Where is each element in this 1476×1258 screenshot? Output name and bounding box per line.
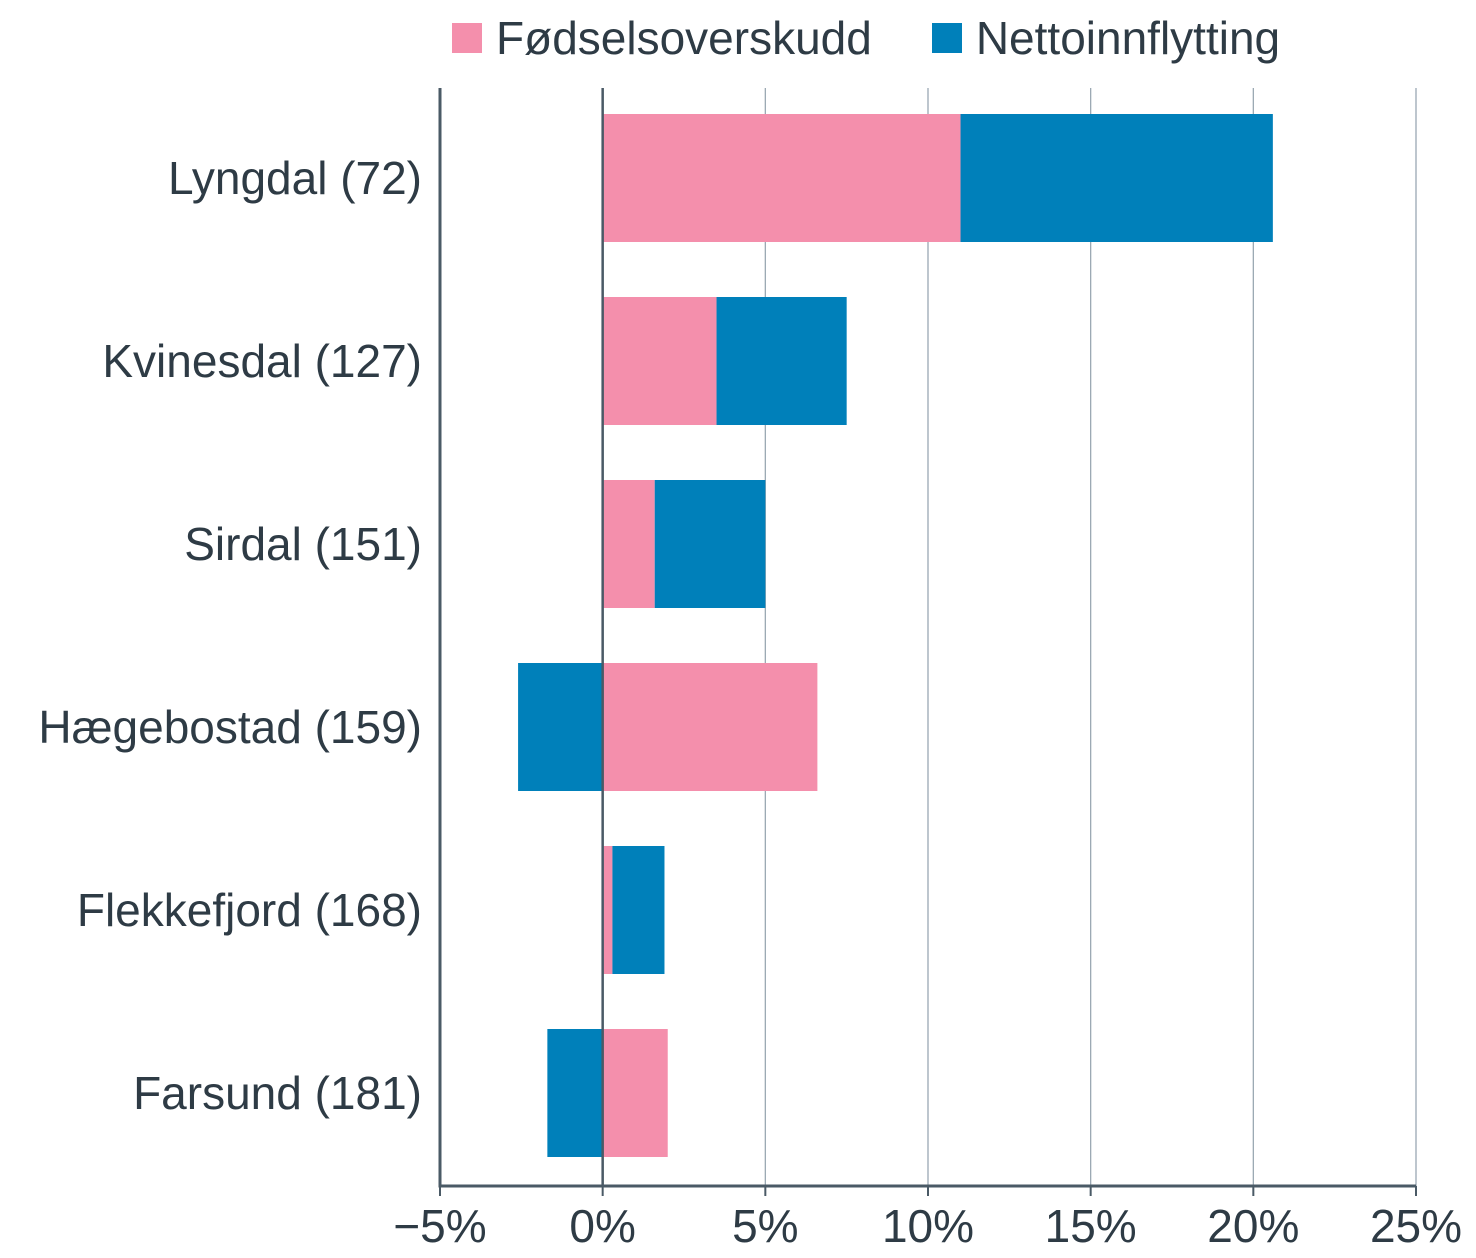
- category-label-3: Hægebostad (159): [38, 701, 422, 753]
- bar-nettoinnflytting-0: [960, 114, 1273, 242]
- x-tick-label-4: 15%: [1045, 1200, 1137, 1252]
- category-label-2: Sirdal (151): [184, 518, 422, 570]
- x-tick-label-3: 10%: [882, 1200, 974, 1252]
- legend-swatch-nettoinnflytting: [931, 23, 962, 53]
- bar-nettoinnflytting-1: [716, 297, 847, 425]
- x-tick-label-2: 5%: [732, 1200, 798, 1252]
- x-tick-label-5: 20%: [1207, 1200, 1299, 1252]
- bar-fodselsoverskudd-4: [602, 846, 613, 974]
- bar-nettoinnflytting-4: [612, 846, 665, 974]
- legend: Fødselsoverskudd Nettoinnflytting: [452, 10, 1340, 66]
- legend-label-fodselsoverskudd: Fødselsoverskudd: [496, 12, 872, 64]
- legend-label-nettoinnflytting: Nettoinnflytting: [975, 12, 1281, 64]
- category-label-5: Farsund (181): [133, 1067, 422, 1119]
- bar-nettoinnflytting-5: [547, 1029, 603, 1157]
- bar-fodselsoverskudd-2: [602, 480, 655, 608]
- bar-nettoinnflytting-2: [654, 480, 766, 608]
- bar-fodselsoverskudd-0: [602, 114, 961, 242]
- bar-fodselsoverskudd-5: [602, 1029, 668, 1157]
- x-tick-label-0: −5%: [393, 1200, 486, 1252]
- bar-nettoinnflytting-3: [518, 663, 603, 791]
- bar-fodselsoverskudd-1: [602, 297, 717, 425]
- x-tick-label-1: 0%: [569, 1200, 635, 1252]
- legend-swatch-fodselsoverskudd: [452, 23, 482, 53]
- x-tick-label-6: 25%: [1370, 1200, 1462, 1252]
- category-label-0: Lyngdal (72): [168, 152, 422, 204]
- category-label-4: Flekkefjord (168): [77, 884, 422, 936]
- category-label-1: Kvinesdal (127): [102, 335, 422, 387]
- legend-item-fodselsoverskudd: Fødselsoverskudd: [452, 10, 872, 66]
- bar-fodselsoverskudd-3: [602, 663, 818, 791]
- legend-item-nettoinnflytting: Nettoinnflytting: [931, 10, 1281, 66]
